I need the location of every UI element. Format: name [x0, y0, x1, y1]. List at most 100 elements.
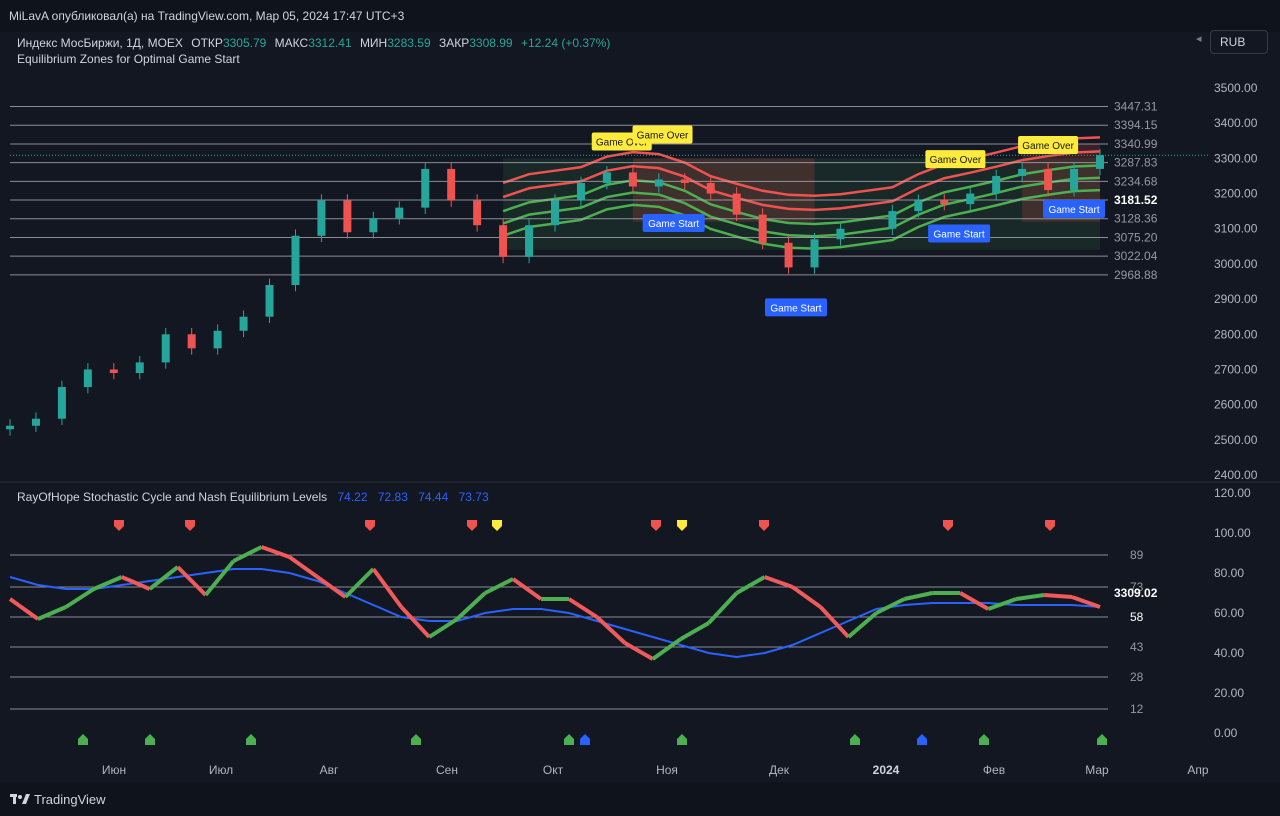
candle-body [706, 182, 715, 194]
cycle-line-segment [791, 585, 822, 609]
oscillator-markers [78, 520, 1107, 745]
sell-marker [114, 520, 124, 531]
cycle-line-segment [371, 567, 403, 609]
cycle-line-segment [595, 615, 627, 645]
game-label-text: Game Start [770, 303, 821, 314]
candle-body [31, 418, 40, 426]
tradingview-brand: TradingView [34, 792, 106, 807]
osc-tick-label: 60.00 [1214, 606, 1244, 620]
level-label: 3075.20 [1114, 230, 1158, 244]
candle-body [732, 193, 741, 215]
level-label: 3340.99 [1114, 137, 1158, 151]
sell-marker [467, 520, 477, 531]
time-tick-label: Мар [1085, 763, 1109, 777]
candle-body [369, 218, 378, 233]
game-label-text: Game Start [934, 230, 985, 241]
start-marker [917, 734, 927, 745]
cycle-line-segment [819, 605, 850, 639]
candle-body [836, 228, 845, 240]
candle-body [447, 168, 456, 201]
price-tick-label: 2900.00 [1214, 292, 1258, 306]
game-start-label [764, 298, 827, 317]
buy-marker [677, 734, 687, 745]
candle-body [914, 200, 923, 212]
equilibrium-zones [502, 136, 1101, 250]
osc-level-label: 73 [1130, 580, 1144, 594]
cycle-line-segment [343, 567, 375, 599]
pane2-name: RayOfHope Stochastic Cycle and Nash Equi… [17, 490, 328, 504]
cycle-line-segment [64, 587, 95, 609]
start-marker [580, 734, 590, 745]
low-value: 3283.59 [387, 36, 431, 50]
price-levels: 3447.31 3394.15 3340.99 3287.83 3234.68 3181.… [10, 100, 1210, 282]
price-tick-label: 2800.00 [1214, 327, 1258, 341]
tradingview-logo[interactable]: TradingView [10, 792, 106, 807]
pane2-value-2: 72.83 [377, 490, 408, 504]
price-tick-label: 3400.00 [1214, 116, 1258, 130]
cycle-line-segment [511, 577, 543, 601]
level-label: 3128.36 [1114, 212, 1158, 226]
tradingview-logo-icon [10, 793, 30, 804]
level-label: 3287.83 [1114, 156, 1158, 170]
price-tick-label: 2600.00 [1214, 398, 1258, 412]
price-tick-label: 2400.00 [1214, 468, 1258, 482]
cycle-line-segment [288, 555, 319, 579]
candle-body [343, 200, 352, 233]
pane2-value-1: 74.22 [337, 490, 368, 504]
candle-body [810, 239, 819, 268]
cycle-line-segment [679, 621, 710, 641]
cycle-line-segment [37, 605, 67, 621]
price-axis: 2400.00 2500.00 2600.00 2700.00 2800.00 2900.… [1214, 81, 1258, 482]
cycle-line-segment [204, 559, 236, 597]
time-tick-label: Дек [769, 763, 790, 777]
game-label-text: Game Over [1022, 141, 1074, 152]
game-label-text: Game Over [930, 155, 982, 166]
high-label: МАКС [274, 36, 309, 50]
price-tick-label: 2500.00 [1214, 433, 1258, 447]
sell-marker [1045, 520, 1055, 531]
cycle-line-segment [8, 597, 40, 621]
cycle-line-segment [455, 591, 487, 621]
buy-marker [850, 734, 860, 745]
cycle-line-segment [399, 605, 431, 639]
chart-canvas[interactable]: 3447.31 3394.15 3340.99 3287.83 3234.68 3181.… [0, 32, 1280, 814]
symbol-name[interactable]: Индекс МосБиржи, 1Д, MOEX [17, 36, 183, 50]
open-label: ОТКР [191, 36, 223, 50]
candle-body [135, 362, 144, 373]
candle-body [576, 182, 585, 201]
time-tick-label: Ноя [656, 763, 678, 777]
cycle-line-segment [232, 545, 263, 563]
time-tick-label: Июл [209, 763, 233, 777]
time-tick-label: Фев [983, 763, 1005, 777]
osc-level-label: 28 [1130, 670, 1144, 684]
buy-marker [78, 734, 88, 745]
candle-body [395, 207, 404, 219]
time-tick-label: Сен [436, 763, 458, 777]
cycle-line-segment [623, 641, 654, 661]
osc-tick-label: 80.00 [1214, 566, 1244, 580]
oscillator-axis: 0.00 20.00 40.00 60.00 80.00 100.00 120.00 [1214, 486, 1251, 740]
candle-body [421, 168, 430, 208]
candle-body [628, 172, 637, 187]
osc-level-label: 43 [1130, 640, 1144, 654]
sell-marker [759, 520, 769, 531]
symbol-legend[interactable]: Индекс МосБиржи, 1Д, MOEX ОТКР3305.79 МА… [17, 36, 610, 50]
osc-tick-label: 120.00 [1214, 486, 1251, 500]
warning-marker [492, 520, 502, 531]
change-value: +12.24 (+0.37%) [520, 36, 611, 50]
time-tick-label: Апр [1187, 763, 1209, 777]
game-label-text: Game Start [648, 219, 699, 230]
currency-button[interactable]: RUB [1210, 30, 1268, 54]
candle-body [239, 316, 248, 331]
cycle-line-segment [260, 545, 291, 559]
oscillator-lines [8, 545, 1101, 661]
collapse-arrow-icon[interactable]: ◂ [1196, 33, 1202, 45]
cycle-line-segment [1071, 595, 1101, 609]
cycle-line-segment [316, 575, 347, 599]
indicator-legend[interactable]: Equilibrium Zones for Optimal Game Start [17, 52, 240, 66]
candle-body [109, 369, 118, 373]
pane2-legend[interactable]: RayOfHope Stochastic Cycle and Nash Equi… [17, 490, 489, 504]
low-label: МИН [359, 36, 388, 50]
close-value: 3308.99 [469, 36, 513, 50]
